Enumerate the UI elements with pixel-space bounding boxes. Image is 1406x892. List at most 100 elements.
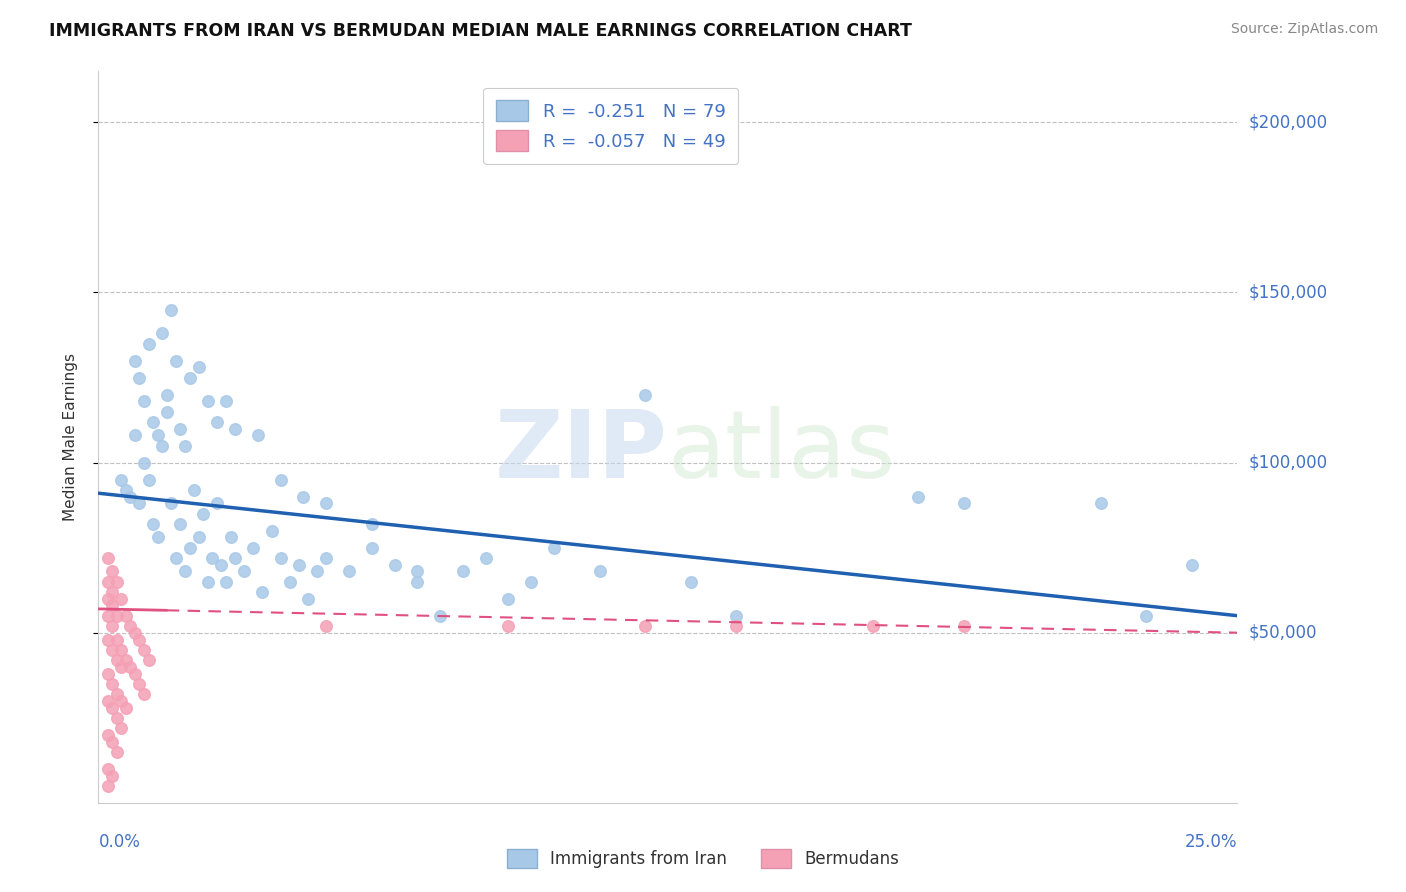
Point	[315, 550, 337, 565]
Point	[201, 550, 224, 565]
Point	[679, 574, 702, 589]
Point	[128, 632, 150, 647]
Point	[156, 387, 179, 401]
Point	[96, 550, 118, 565]
Legend: R =  -0.251   N = 79, R =  -0.057   N = 49: R = -0.251 N = 79, R = -0.057 N = 49	[484, 87, 738, 164]
Point	[219, 531, 242, 545]
Point	[114, 653, 136, 667]
Point	[1090, 496, 1112, 510]
Point	[101, 768, 124, 782]
Point	[105, 687, 128, 701]
Point	[110, 473, 132, 487]
Point	[124, 428, 146, 442]
Point	[120, 619, 142, 633]
Point	[270, 550, 292, 565]
Point	[101, 585, 124, 599]
Point	[96, 591, 118, 606]
Point	[205, 496, 228, 510]
Text: Source: ZipAtlas.com: Source: ZipAtlas.com	[1230, 22, 1378, 37]
Point	[197, 394, 219, 409]
Point	[384, 558, 406, 572]
Point	[451, 565, 474, 579]
Point	[270, 473, 292, 487]
Point	[105, 574, 128, 589]
Point	[183, 483, 205, 497]
Point	[498, 591, 520, 606]
Point	[110, 721, 132, 735]
Point	[142, 516, 165, 531]
Point	[315, 619, 337, 633]
Point	[101, 700, 124, 714]
Point	[101, 734, 124, 748]
Point	[725, 619, 748, 633]
Text: 0.0%: 0.0%	[98, 833, 141, 851]
Point	[124, 625, 146, 640]
Point	[132, 642, 155, 657]
Point	[114, 608, 136, 623]
Point	[252, 585, 274, 599]
Point	[138, 336, 160, 351]
Point	[179, 370, 201, 384]
Point	[315, 496, 337, 510]
Point	[96, 574, 118, 589]
Text: IMMIGRANTS FROM IRAN VS BERMUDAN MEDIAN MALE EARNINGS CORRELATION CHART: IMMIGRANTS FROM IRAN VS BERMUDAN MEDIAN …	[49, 22, 912, 40]
Text: $200,000: $200,000	[1249, 113, 1327, 131]
Point	[634, 387, 657, 401]
Point	[124, 353, 146, 368]
Point	[138, 653, 160, 667]
Text: ZIP: ZIP	[495, 406, 668, 498]
Text: 25.0%: 25.0%	[1185, 833, 1237, 851]
Point	[862, 619, 884, 633]
Point	[588, 565, 610, 579]
Point	[169, 516, 191, 531]
Point	[110, 642, 132, 657]
Point	[725, 608, 748, 623]
Point	[150, 439, 173, 453]
Point	[634, 619, 657, 633]
Point	[105, 632, 128, 647]
Point	[105, 653, 128, 667]
Point	[297, 591, 319, 606]
Point	[132, 687, 155, 701]
Point	[156, 404, 179, 418]
Y-axis label: Median Male Earnings: Median Male Earnings	[63, 353, 77, 521]
Point	[101, 599, 124, 613]
Point	[110, 659, 132, 673]
Point	[96, 666, 118, 681]
Point	[128, 370, 150, 384]
Point	[105, 711, 128, 725]
Point	[292, 490, 315, 504]
Point	[142, 415, 165, 429]
Point	[124, 666, 146, 681]
Point	[96, 608, 118, 623]
Point	[360, 541, 382, 555]
Text: $100,000: $100,000	[1249, 454, 1327, 472]
Point	[96, 779, 118, 793]
Point	[278, 574, 301, 589]
Point	[233, 565, 256, 579]
Point	[224, 550, 246, 565]
Point	[160, 496, 183, 510]
Point	[146, 531, 169, 545]
Point	[101, 619, 124, 633]
Point	[179, 541, 201, 555]
Point	[174, 439, 197, 453]
Point	[224, 421, 246, 435]
Point	[120, 490, 142, 504]
Point	[953, 496, 976, 510]
Point	[1181, 558, 1204, 572]
Point	[520, 574, 543, 589]
Point	[101, 677, 124, 691]
Point	[543, 541, 565, 555]
Text: $50,000: $50,000	[1249, 624, 1317, 641]
Point	[193, 507, 215, 521]
Point	[101, 565, 124, 579]
Point	[242, 541, 264, 555]
Point	[132, 394, 155, 409]
Point	[474, 550, 496, 565]
Point	[128, 677, 150, 691]
Point	[132, 456, 155, 470]
Point	[209, 558, 232, 572]
Point	[907, 490, 929, 504]
Point	[205, 415, 228, 429]
